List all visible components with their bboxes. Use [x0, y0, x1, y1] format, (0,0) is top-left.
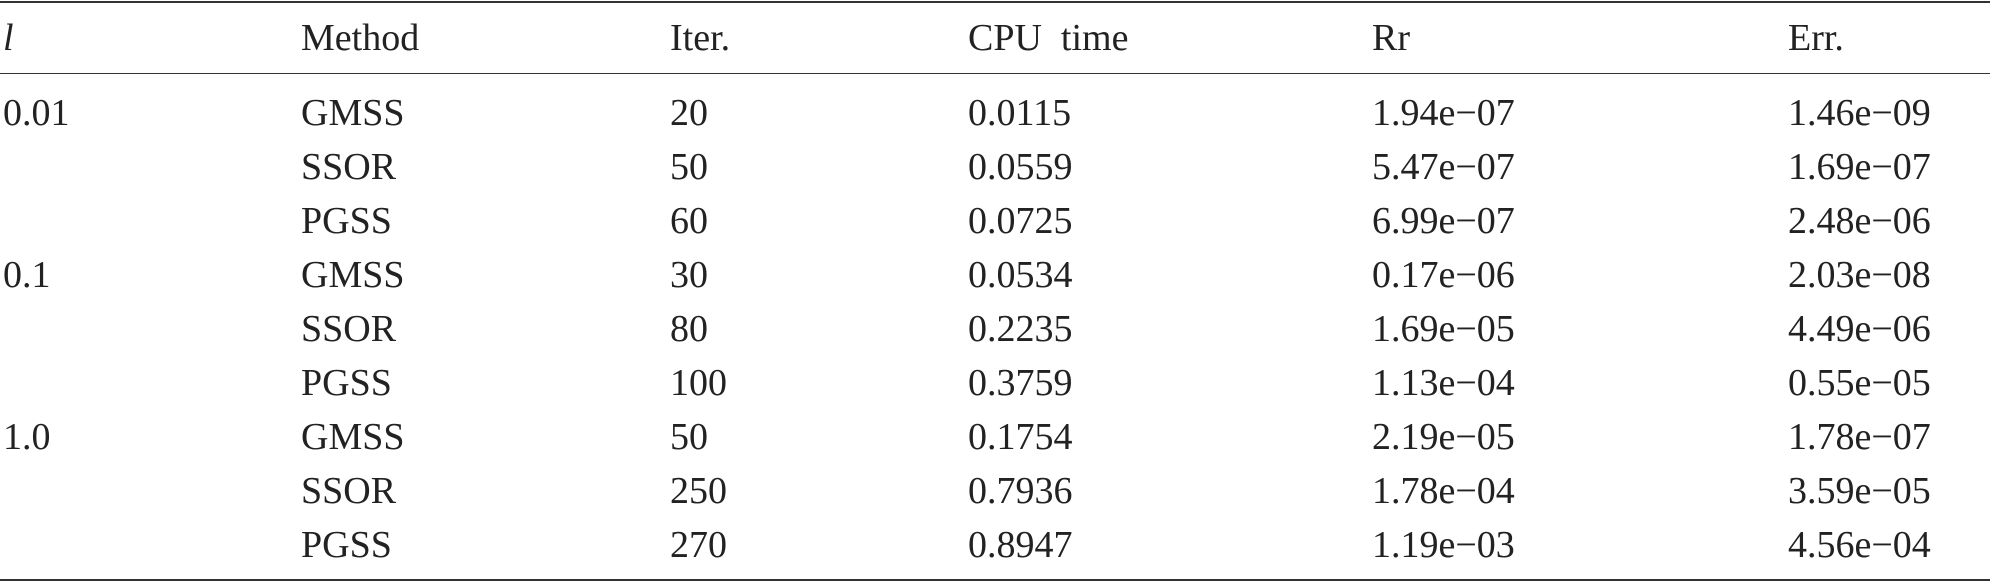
table-cell: SSOR [301, 146, 397, 188]
table-cell: GMSS [301, 416, 405, 458]
table-cell: 0.3759 [968, 362, 1073, 404]
table-cell: 20 [670, 92, 708, 134]
table-cell: 270 [670, 524, 727, 566]
header-rule [0, 73, 1990, 74]
table-cell: 1.13e−04 [1372, 362, 1515, 404]
table-cell: 50 [670, 146, 708, 188]
header-cell: Rr [1372, 17, 1410, 59]
table-cell: 1.69e−07 [1788, 146, 1931, 188]
header-cell: Method [301, 17, 420, 59]
table-cell: 1.78e−04 [1372, 470, 1515, 512]
table-cell: PGSS [301, 200, 392, 242]
header-cell: Iter. [670, 17, 731, 59]
table-cell: 0.55e−05 [1788, 362, 1931, 404]
table-cell: 4.56e−04 [1788, 524, 1931, 566]
table-cell: 6.99e−07 [1372, 200, 1515, 242]
table-cell: 0.0115 [968, 92, 1072, 134]
table-cell: 0.7936 [968, 470, 1073, 512]
header-cell: CPU time [968, 17, 1129, 59]
header-cell: Err. [1788, 17, 1844, 59]
table-cell: 1.19e−03 [1372, 524, 1515, 566]
group-label: 0.01 [3, 92, 70, 134]
table-cell: 30 [670, 254, 708, 296]
table-cell: 0.1754 [968, 416, 1073, 458]
table-cell: 4.49e−06 [1788, 308, 1931, 350]
table-cell: 80 [670, 308, 708, 350]
table-cell: 0.2235 [968, 308, 1073, 350]
table-cell: 250 [670, 470, 727, 512]
table-cell: 2.03e−08 [1788, 254, 1931, 296]
table-cell: 0.17e−06 [1372, 254, 1515, 296]
table-cell: 3.59e−05 [1788, 470, 1931, 512]
table-cell: 60 [670, 200, 708, 242]
table-cell: 0.0559 [968, 146, 1073, 188]
table-cell: SSOR [301, 470, 397, 512]
table-cell: 1.69e−05 [1372, 308, 1515, 350]
table-cell: GMSS [301, 254, 405, 296]
table-cell: PGSS [301, 524, 392, 566]
table-cell: 50 [670, 416, 708, 458]
top-rule [0, 1, 1990, 3]
table-cell: 100 [670, 362, 727, 404]
table-cell: 0.0725 [968, 200, 1073, 242]
table-cell: 1.46e−09 [1788, 92, 1931, 134]
table-cell: 0.8947 [968, 524, 1073, 566]
group-label: 1.0 [3, 416, 51, 458]
table-cell: 0.0534 [968, 254, 1073, 296]
table-cell: GMSS [301, 92, 405, 134]
bottom-rule [0, 579, 1990, 581]
table-cell: 2.48e−06 [1788, 200, 1931, 242]
table-cell: 1.94e−07 [1372, 92, 1515, 134]
table-cell: 1.78e−07 [1788, 416, 1931, 458]
table-cell: 5.47e−07 [1372, 146, 1515, 188]
header-cell: l [3, 17, 14, 59]
group-label: 0.1 [3, 254, 51, 296]
table-cell: 2.19e−05 [1372, 416, 1515, 458]
table-cell: PGSS [301, 362, 392, 404]
table-cell: SSOR [301, 308, 397, 350]
